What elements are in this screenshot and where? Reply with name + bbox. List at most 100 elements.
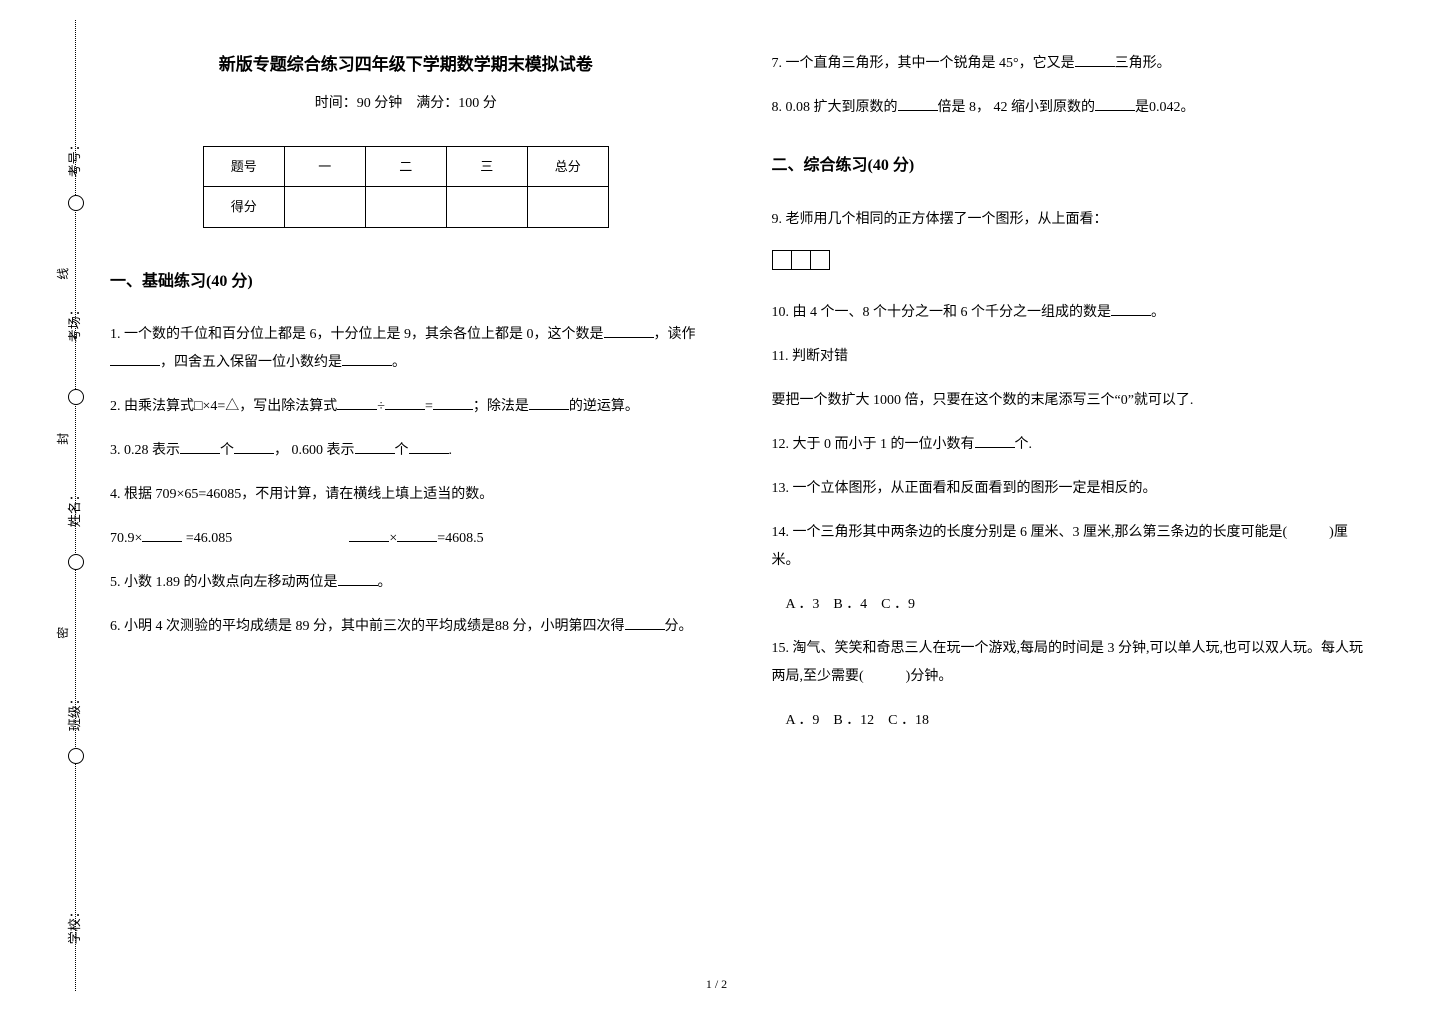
score-cell (365, 187, 446, 227)
q12-text: 12. 大于 0 而小于 1 的一位小数有 (772, 437, 975, 452)
q1-text: 1. 一个数的千位和百分位上都是 6，十分位上是 9，其余各位上都是 0，这个数… (110, 327, 604, 342)
q5-text: 。 (378, 575, 392, 590)
q1-text: ，四舍五入保留一位小数约是 (160, 355, 342, 370)
binding-label-room: 考场： (63, 303, 86, 342)
score-cell: 得分 (203, 187, 284, 227)
section-1-heading: 一、基础练习(40 分) (110, 268, 702, 297)
question-5: 5. 小数 1.89 的小数点向左移动两位是 。 (110, 569, 702, 597)
binding-circle (68, 554, 84, 570)
blank (1095, 96, 1135, 111)
q5-text: 5. 小数 1.89 的小数点向左移动两位是 (110, 575, 338, 590)
score-cell (284, 187, 365, 227)
binding-label-name: 姓名： (63, 488, 86, 527)
question-15: 15. 淘气、笑笑和奇思三人在玩一个游戏,每局的时间是 3 分钟,可以单人玩,也… (772, 635, 1364, 691)
question-9: 9. 老师用几个相同的正方体摆了一个图形，从上面看： (772, 206, 1364, 234)
page-number: 1 / 2 (706, 974, 727, 996)
blank (433, 395, 473, 410)
binding-label-number: 考号： (63, 138, 86, 177)
blank (898, 96, 938, 111)
blank (604, 323, 654, 338)
binding-label-school: 学校： (63, 906, 86, 945)
exam-page: 学校： 班级： 密 姓名： 封 考场： 线 考号： 新版专题综合练习四年级下学期… (0, 0, 1433, 1011)
blank (397, 527, 437, 542)
blank (355, 439, 395, 454)
score-cell: 一 (284, 146, 365, 186)
question-6: 6. 小明 4 次测验的平均成绩是 89 分，其中前三次的平均成绩是88 分，小… (110, 613, 702, 641)
q4-text: =46.085 (182, 531, 232, 546)
blank (142, 527, 182, 542)
question-13: 13. 一个立体图形，从正面看和反面看到的图形一定是相反的。 (772, 475, 1364, 503)
blank (1075, 52, 1115, 67)
binding-circle (68, 389, 84, 405)
blank (385, 395, 425, 410)
q1-text: ，读作 (654, 327, 696, 342)
q8-text: 倍是 8， 42 缩小到原数的 (938, 100, 1096, 115)
q8-text: 8. 0.08 扩大到原数的 (772, 100, 898, 115)
question-11-body: 要把一个数扩大 1000 倍，只要在这个数的末尾添写三个“0”就可以了. (772, 387, 1364, 415)
exam-subtitle: 时间：90 分钟 满分：100 分 (110, 91, 702, 116)
blank (180, 439, 220, 454)
binding-margin: 学校： 班级： 密 姓名： 封 考场： 线 考号： (60, 20, 90, 991)
q2-text: = (425, 399, 433, 414)
score-table: 题号 一 二 三 总分 得分 (203, 146, 609, 228)
q6-text: 分。 (665, 619, 693, 634)
right-column: 7. 一个直角三角形，其中一个锐角是 45°，它又是 三角形。 8. 0.08 扩… (762, 50, 1374, 981)
question-10: 10. 由 4 个一、8 个十分之一和 6 个千分之一组成的数是 。 (772, 299, 1364, 327)
q2-text: 的逆运算。 (569, 399, 639, 414)
question-7: 7. 一个直角三角形，其中一个锐角是 45°，它又是 三角形。 (772, 50, 1364, 78)
question-14-options: A ．3 B ．4 C ．9 (772, 591, 1364, 619)
cube-cell (810, 250, 830, 270)
question-3: 3. 0.28 表示 个 ， 0.600 表示 个. (110, 437, 702, 465)
blank (337, 395, 377, 410)
q2-text: 2. 由乘法算式□×4=△，写出除法算式 (110, 399, 337, 414)
q7-text: 7. 一个直角三角形，其中一个锐角是 45°，它又是 (772, 56, 1075, 71)
q2-text: ÷ (377, 399, 385, 414)
binding-seal-xian: 线 (53, 268, 75, 280)
q10-text: 10. 由 4 个一、8 个十分之一和 6 个千分之一组成的数是 (772, 305, 1112, 320)
blank (349, 527, 389, 542)
binding-circle (68, 748, 84, 764)
left-column: 新版专题综合练习四年级下学期数学期末模拟试卷 时间：90 分钟 满分：100 分… (100, 50, 712, 981)
q6-text: 6. 小明 4 次测验的平均成绩是 89 分，其中前三次的平均成绩是88 分，小… (110, 619, 625, 634)
cube-cell (772, 250, 792, 270)
q3-text: 个 (220, 443, 234, 458)
q4-text: =4608.5 (437, 531, 483, 546)
score-header-row: 题号 一 二 三 总分 (203, 146, 608, 186)
question-14: 14. 一个三角形其中两条边的长度分别是 6 厘米、3 厘米,那么第三条边的长度… (772, 519, 1364, 575)
q4-text: 70.9× (110, 531, 142, 546)
q3-text: 个 (395, 443, 409, 458)
blank (409, 439, 449, 454)
blank (625, 615, 665, 630)
score-cell: 三 (446, 146, 527, 186)
score-value-row: 得分 (203, 187, 608, 227)
cube-cell (791, 250, 811, 270)
question-1: 1. 一个数的千位和百分位上都是 6，十分位上是 9，其余各位上都是 0，这个数… (110, 321, 702, 377)
blank (110, 351, 160, 366)
blank (234, 439, 274, 454)
q1-text: 。 (392, 355, 406, 370)
score-cell: 总分 (527, 146, 608, 186)
q7-text: 三角形。 (1115, 56, 1171, 71)
content-columns: 新版专题综合练习四年级下学期数学期末模拟试卷 时间：90 分钟 满分：100 分… (100, 50, 1373, 981)
binding-label-class: 班级： (63, 692, 86, 731)
question-8: 8. 0.08 扩大到原数的 倍是 8， 42 缩小到原数的 是0.042。 (772, 94, 1364, 122)
blank (529, 395, 569, 410)
blank (975, 433, 1015, 448)
question-12: 12. 大于 0 而小于 1 的一位小数有个. (772, 431, 1364, 459)
q3-text: 3. 0.28 表示 (110, 443, 180, 458)
question-2: 2. 由乘法算式□×4=△，写出除法算式 ÷ = ；除法是 的逆运算。 (110, 393, 702, 421)
q8-text: 是0.042。 (1135, 100, 1195, 115)
q9-top-view-figure (772, 250, 1364, 279)
score-cell: 题号 (203, 146, 284, 186)
blank (338, 571, 378, 586)
q3-text: . (449, 443, 453, 458)
score-cell: 二 (365, 146, 446, 186)
exam-title: 新版专题综合练习四年级下学期数学期末模拟试卷 (110, 50, 702, 81)
q10-text: 。 (1151, 305, 1165, 320)
q4-text: × (389, 531, 397, 546)
question-15-options: A ．9 B ．12 C ．18 (772, 707, 1364, 735)
q3-text: ， 0.600 表示 (274, 443, 355, 458)
question-4: 4. 根据 709×65=46085，不用计算，请在横线上填上适当的数。 (110, 481, 702, 509)
q2-text: ；除法是 (473, 399, 529, 414)
binding-seal-mi: 密 (53, 627, 75, 639)
